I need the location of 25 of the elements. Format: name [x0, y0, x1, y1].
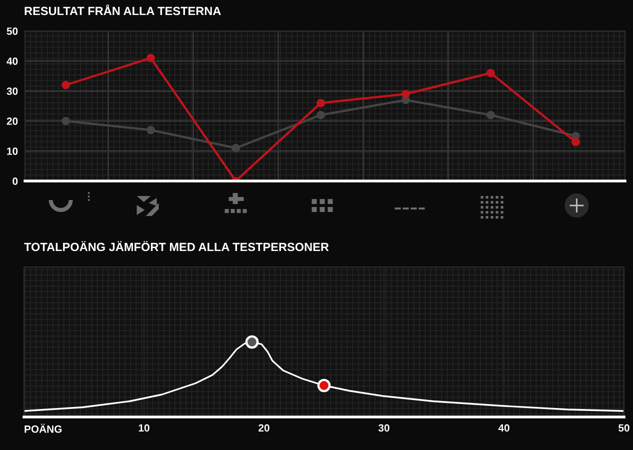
point [62, 80, 70, 90]
point [402, 90, 410, 98]
y-tick-label: 50 [6, 28, 18, 35]
chart-title: RESULTAT FRÅN ALLA TESTERNA [24, 4, 221, 16]
point [62, 116, 70, 126]
y-tick-label: 40 [6, 58, 18, 65]
x-tick-label: 20 [258, 424, 270, 432]
y-tick-label: 20 [6, 118, 18, 125]
point [146, 126, 155, 134]
point [486, 68, 495, 78]
y-tick-label: 0 [12, 178, 18, 185]
point [486, 110, 495, 120]
x-tick-label: 40 [498, 424, 510, 432]
y-tick-label: 10 [7, 148, 18, 155]
x-axis-title: POÄNG [24, 424, 62, 433]
x-tick-label: 30 [378, 424, 390, 432]
x-tick-label: 50 [618, 424, 630, 432]
chart-title: TOTALPOÄNG JÄMFÖRT MED ALLA TESTPERSONER [24, 240, 329, 252]
x-tick-label: 10 [138, 424, 150, 432]
point [232, 144, 240, 152]
point [316, 98, 325, 108]
y-tick-label: 30 [6, 88, 18, 95]
point [146, 54, 155, 62]
point [316, 110, 325, 120]
point [572, 138, 580, 146]
